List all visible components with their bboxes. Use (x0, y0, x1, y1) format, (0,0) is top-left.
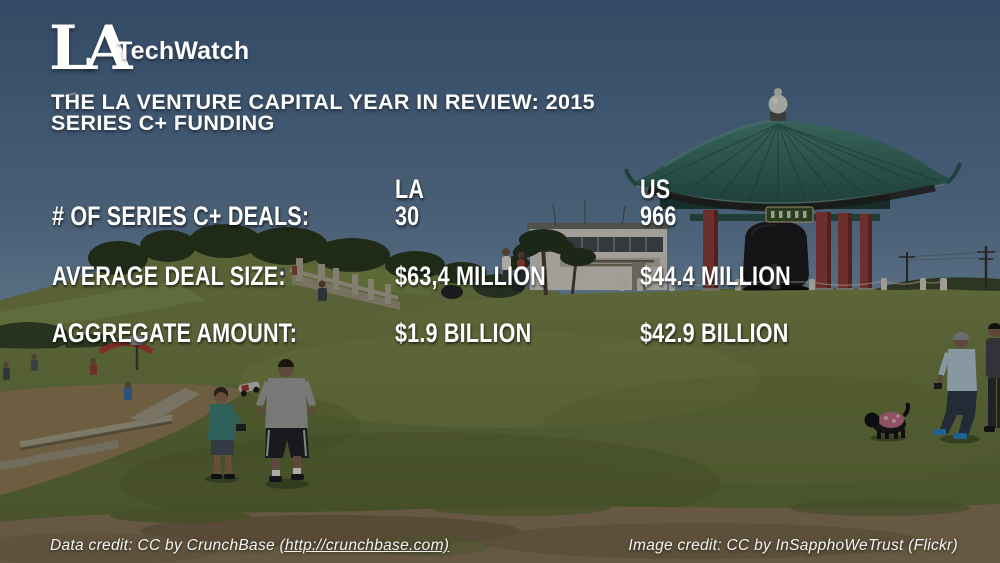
stats-row-deals: # OF SERIES C+ DEALS: 30 966 (0, 203, 1000, 233)
contrail (56, 92, 77, 99)
aggregate-us-value: $42.9 BILLION (640, 318, 789, 348)
palm-trees (473, 229, 596, 299)
avg-deal-la-value: $63,4 MILLION (395, 261, 546, 291)
slide-title-line1: THE LA VENTURE CAPITAL YEAR IN REVIEW: 2… (51, 90, 596, 114)
stats-row-aggregate-amount: AGGREGATE AMOUNT: $1.9 BILLION $42.9 BIL… (0, 320, 1000, 350)
slide-title: THE LA VENTURE CAPITAL YEAR IN REVIEW: 2… (51, 90, 596, 135)
pavilion-roof (624, 118, 962, 212)
roof-finial (768, 88, 788, 121)
data-credit: Data credit: CC by CrunchBase (http://cr… (50, 537, 449, 555)
basketball-hoop (130, 336, 143, 370)
dog-walker-figure (933, 332, 980, 444)
dirt-slope (0, 336, 250, 495)
pavilion-pillars (701, 210, 874, 294)
column-header-us: US (640, 174, 671, 204)
crunchbase-link[interactable]: (http://crunchbase.com) (279, 537, 450, 554)
image-credit: Image credit: CC by InSapphoWeTrust (Fli… (628, 537, 958, 554)
logo-la-mark: LA (49, 13, 133, 84)
data-credit-text: Data credit: CC by CrunchBase (50, 537, 280, 554)
column-header-la: LA (395, 174, 425, 204)
sitting-person (770, 263, 781, 289)
bollards-and-rope (637, 278, 947, 292)
logo-wordmark: TechWatch (117, 37, 250, 65)
stats-header-row: LA US (0, 176, 1000, 206)
row-label-deals: # OF SERIES C+ DEALS: (52, 201, 310, 231)
avg-deal-us-value: $44.4 MILLION (640, 261, 791, 291)
row-label-avg-deal-size: AVERAGE DEAL SIZE: (52, 261, 286, 291)
row-label-aggregate-amount: AGGREGATE AMOUNT: (52, 318, 298, 348)
stats-row-avg-deal-size: AVERAGE DEAL SIZE: $63,4 MILLION $44.4 M… (0, 263, 1000, 293)
rc-car (238, 381, 260, 397)
distant-people (3, 248, 525, 400)
deals-us-value: 966 (640, 201, 677, 231)
slide-title-line2: SERIES C+ FUNDING (51, 111, 275, 135)
dog-figure (864, 402, 910, 442)
bottom-dirt-path (0, 500, 1000, 563)
pavilion-sign (765, 206, 814, 223)
partial-man-figure (984, 323, 1000, 432)
deals-la-value: 30 (395, 201, 420, 231)
boy-figure (205, 387, 246, 483)
aggregate-la-value: $1.9 BILLION (395, 318, 532, 348)
man-figure (255, 359, 317, 489)
bell-pavilion (624, 88, 962, 294)
foreground-grass (0, 289, 1000, 563)
